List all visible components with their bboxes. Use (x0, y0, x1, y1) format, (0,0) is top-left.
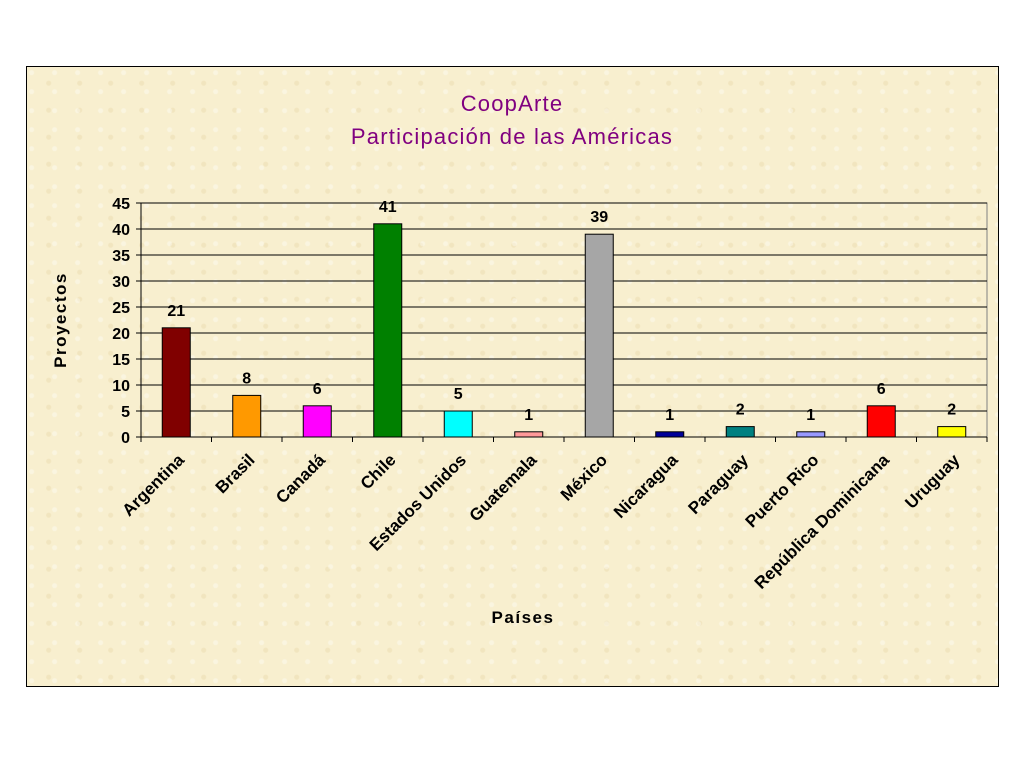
category-label: Paraguay (685, 450, 753, 518)
data-label: 1 (524, 407, 533, 424)
bar-chile (373, 223, 403, 438)
y-tick-label: 45 (112, 196, 130, 213)
y-tick-label: 15 (112, 352, 130, 369)
category-label: República Dominicana (751, 450, 894, 593)
x-axis-label: Países (492, 608, 555, 627)
bar-méxico (584, 233, 614, 438)
data-label: 39 (590, 209, 608, 226)
data-label: 6 (877, 381, 886, 398)
category-label: Argentina (119, 450, 189, 520)
data-label: 41 (379, 199, 397, 216)
bar-república-dominicana (866, 405, 896, 438)
gridlines (141, 202, 987, 412)
data-label: 1 (806, 407, 815, 424)
category-label: Guatemala (466, 450, 541, 525)
data-label: 5 (454, 386, 463, 403)
y-tick-label: 20 (112, 326, 130, 343)
bar-brasil (232, 394, 262, 438)
bar-paraguay (725, 426, 755, 438)
category-label: Nicaragua (610, 450, 682, 522)
bar-argentina (161, 327, 191, 438)
chart-subtitle: Participación de las Américas (351, 124, 673, 149)
y-tick-label: 30 (112, 274, 130, 291)
category-label: Chile (357, 450, 400, 493)
data-label: 6 (313, 381, 322, 398)
data-label: 2 (736, 402, 745, 419)
y-tick-label: 10 (112, 378, 130, 395)
y-tick-label: 35 (112, 248, 130, 265)
category-label: Uruguay (901, 450, 964, 513)
category-label: México (557, 450, 611, 504)
bar-nicaragua (655, 431, 685, 438)
y-tick-label: 0 (121, 430, 130, 447)
data-label: 8 (242, 370, 251, 387)
bars (161, 223, 967, 438)
y-axis-label: Proyectos (51, 272, 70, 368)
y-tick-label: 25 (112, 300, 130, 317)
category-label: Brasil (212, 450, 259, 497)
data-label: 1 (665, 407, 674, 424)
plot-area (140, 202, 988, 438)
y-tick-label: 5 (121, 404, 130, 421)
data-label: 21 (167, 303, 185, 320)
bar-uruguay (937, 426, 967, 438)
bar-guatemala (514, 431, 544, 438)
category-label: Canadá (272, 450, 329, 507)
bar-puerto-rico (796, 431, 826, 438)
bar-estados-unidos (443, 410, 473, 438)
bar-canadá (302, 405, 332, 438)
chart-frame (26, 66, 999, 687)
chart-title: CoopArte (461, 91, 564, 116)
data-label: 2 (947, 402, 956, 419)
y-tick-label: 40 (112, 222, 130, 239)
